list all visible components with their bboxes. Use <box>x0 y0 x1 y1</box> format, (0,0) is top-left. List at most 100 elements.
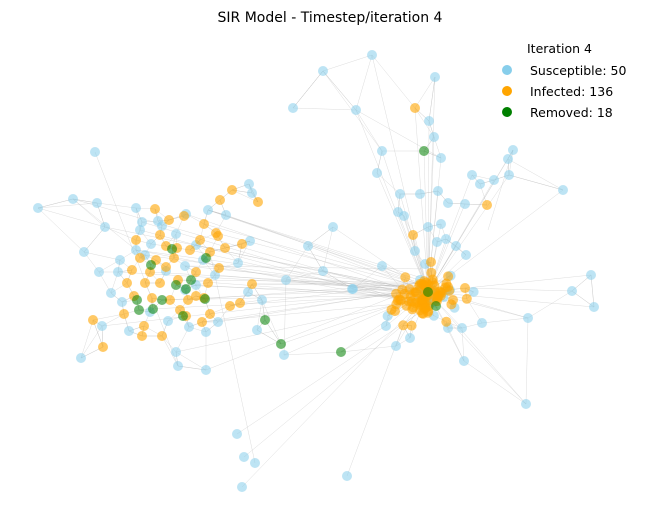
network-edge <box>37 207 85 253</box>
susceptible-node <box>558 185 568 195</box>
infected-node <box>441 316 452 327</box>
susceptible-node <box>433 186 443 196</box>
susceptible-node <box>521 399 531 409</box>
infected-node <box>137 331 147 341</box>
susceptible-node <box>131 245 141 255</box>
network-edge <box>83 226 106 253</box>
susceptible-node <box>367 50 377 60</box>
network-edge <box>525 317 529 405</box>
network-edge <box>427 174 510 293</box>
infected-node <box>213 231 223 241</box>
susceptible-node <box>94 267 104 277</box>
network-edge <box>507 158 564 191</box>
susceptible-node <box>76 353 86 363</box>
legend-label-removed: Removed: 18 <box>530 105 613 120</box>
infected-node <box>410 103 420 113</box>
susceptible-node <box>391 341 401 351</box>
susceptible-node <box>106 288 116 298</box>
network-edge <box>427 291 595 308</box>
infected-node <box>135 253 145 263</box>
susceptible-node <box>377 261 387 271</box>
network-edge <box>209 251 256 464</box>
network-nodes <box>33 50 599 492</box>
susceptible-node <box>171 229 181 239</box>
network-edge <box>283 351 342 356</box>
network-edge <box>381 150 429 293</box>
removed-node <box>171 280 181 290</box>
infected-node <box>140 278 150 288</box>
network-edge <box>322 54 373 72</box>
susceptible-node <box>443 198 453 208</box>
network-edge <box>135 249 420 289</box>
removed-node <box>336 347 346 357</box>
network-edge <box>428 76 436 122</box>
susceptible-node <box>245 236 255 246</box>
network-edge <box>207 209 424 282</box>
susceptible-node <box>503 154 513 164</box>
susceptible-node <box>457 323 467 333</box>
infected-node <box>406 320 417 331</box>
network-edge <box>184 265 425 290</box>
network-edge <box>261 299 282 345</box>
susceptible-node <box>250 458 260 468</box>
susceptible-node <box>342 471 352 481</box>
susceptible-node <box>171 347 181 357</box>
network-edge <box>205 284 424 371</box>
removed-node <box>157 295 167 305</box>
infected-node <box>127 265 137 275</box>
infected-node <box>482 200 492 210</box>
susceptible-node <box>100 222 110 232</box>
infected-node <box>395 295 406 306</box>
removed-node <box>146 260 156 270</box>
susceptible-node <box>468 286 479 297</box>
network-edge <box>37 198 74 209</box>
susceptible-node <box>424 116 434 126</box>
network-edge <box>161 335 179 367</box>
infected-node <box>215 195 225 205</box>
network-edge <box>185 213 410 292</box>
infected-node <box>147 293 157 303</box>
removed-node <box>419 146 429 156</box>
infected-node <box>408 302 419 313</box>
susceptible-node <box>137 217 147 227</box>
infected-node <box>433 290 444 301</box>
susceptible-node <box>393 207 403 217</box>
legend-label-infected: Infected: 136 <box>530 84 613 99</box>
susceptible-node <box>436 219 446 229</box>
network-edge <box>527 290 573 319</box>
infected-node <box>443 271 454 282</box>
susceptible-node <box>303 241 313 251</box>
susceptible-node <box>459 356 469 366</box>
susceptible-node <box>203 205 213 215</box>
susceptible-node <box>423 222 433 232</box>
network-edge <box>463 360 527 405</box>
susceptible-node <box>281 275 291 285</box>
susceptible-node <box>508 145 518 155</box>
network-edge <box>355 54 373 111</box>
susceptible-node <box>124 326 134 336</box>
network-edge <box>427 291 527 405</box>
susceptible-node <box>201 327 211 337</box>
legend-marker-removed <box>502 107 512 117</box>
susceptible-node <box>405 333 415 343</box>
infected-node <box>164 215 174 225</box>
infected-node <box>404 284 415 295</box>
legend-marker-susceptible <box>502 65 512 75</box>
removed-node <box>181 284 191 294</box>
network-edge <box>307 226 334 247</box>
susceptible-node <box>97 321 107 331</box>
network-edge <box>376 172 401 195</box>
infected-node <box>155 278 165 288</box>
infected-node <box>253 197 263 207</box>
network-edge <box>292 70 324 109</box>
figure-title: SIR Model - Timestep/iteration 4 <box>218 10 443 26</box>
removed-node <box>423 287 433 297</box>
legend-entry-infected: Infected: 136 <box>502 84 613 99</box>
susceptible-node <box>477 318 487 328</box>
susceptible-node <box>441 234 451 244</box>
network-edge <box>92 313 125 321</box>
susceptible-node <box>135 225 145 235</box>
infected-node <box>131 235 141 245</box>
network-edge <box>83 251 121 261</box>
susceptible-node <box>33 203 43 213</box>
